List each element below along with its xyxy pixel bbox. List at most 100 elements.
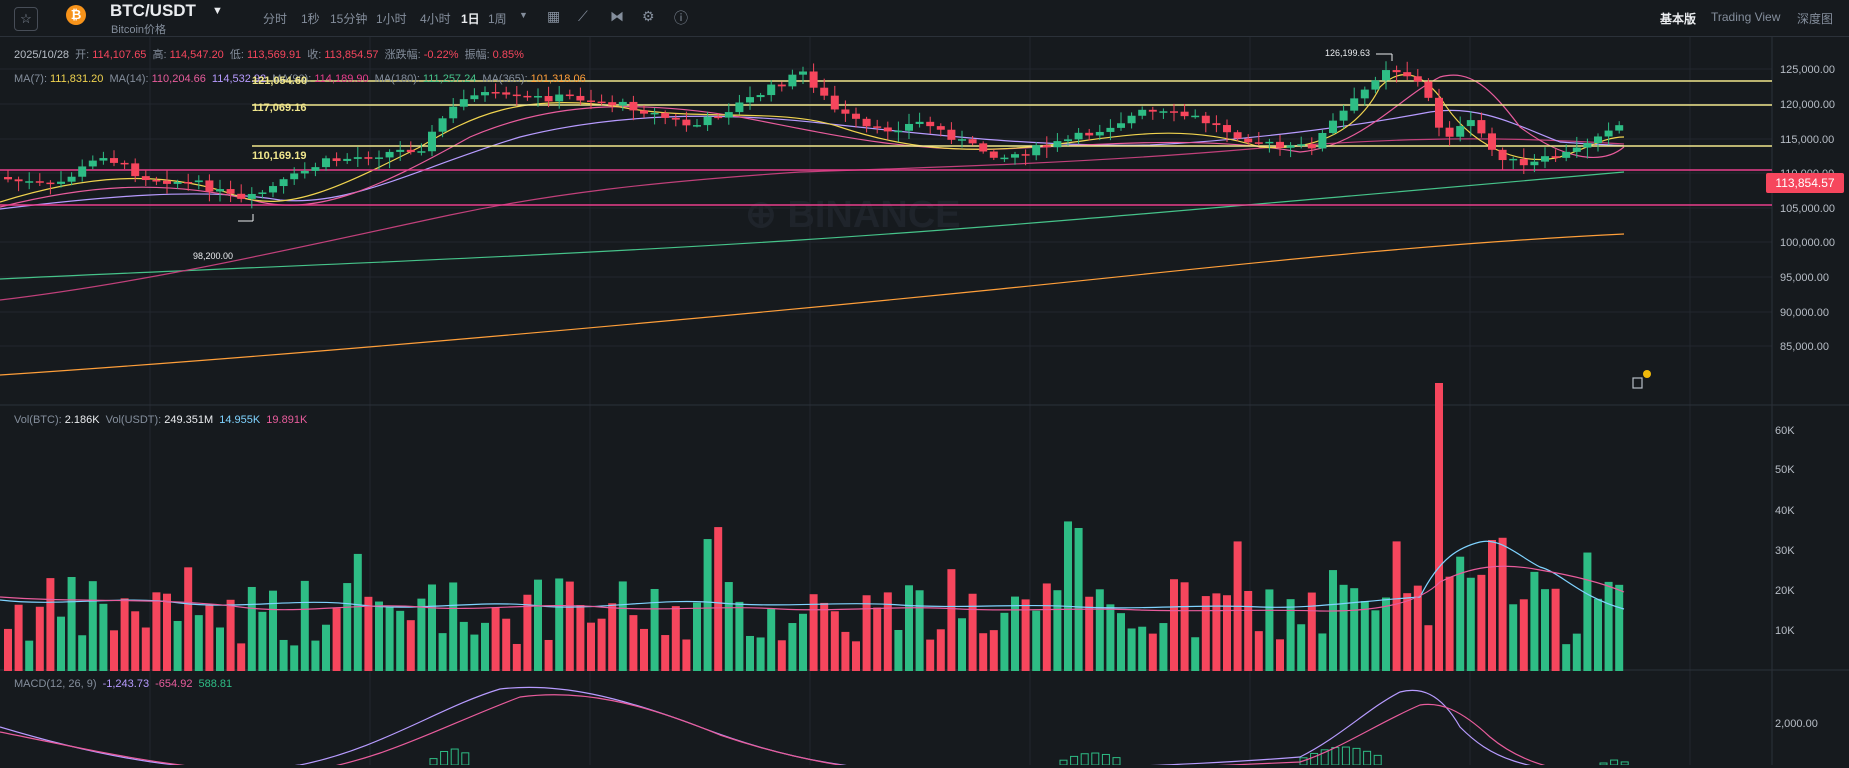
timeframe-tab-1h[interactable]: 1小时 (376, 12, 407, 26)
candle-body (809, 71, 818, 88)
chart-area[interactable]: ⊕ BINANCE 125,000 (0, 37, 1849, 768)
ma365-value: 101,318.06 (530, 73, 586, 85)
timeframe-tab-15m[interactable]: 15分钟 (330, 12, 368, 26)
candle-body (46, 182, 55, 185)
volume-bar (1350, 588, 1359, 671)
volume-bar (936, 629, 945, 671)
candle-body (385, 151, 394, 158)
macd-bar (1352, 747, 1361, 766)
candle-body (852, 113, 860, 119)
ohlc-info: 2025/10/28 开: 114,107.65 高: 114,547.20 低: 1… (14, 46, 527, 62)
volume-bar (1074, 527, 1083, 671)
timeframe-tab-4h[interactable]: 4小时 (420, 12, 451, 26)
macd-label: MACD(12, 26, 9) (14, 678, 97, 690)
volume-bar (1138, 626, 1147, 671)
candle-body (576, 95, 585, 101)
level-label-110169: 110,169.19 (252, 150, 307, 162)
low-annotation: 98,200.00 (193, 251, 234, 261)
candle-body (14, 179, 23, 182)
volume-bar (1011, 596, 1019, 671)
volume-bar (1551, 588, 1560, 671)
macd-bar (461, 752, 470, 766)
volume-bar (905, 585, 913, 671)
timeframe-tab-minute[interactable]: 分时 (263, 12, 288, 26)
timeframe-tab-1w[interactable]: 1周 (488, 12, 507, 26)
timeframe-tab-1s[interactable]: 1秒 (301, 12, 320, 26)
volume-bar (491, 607, 500, 671)
candle-body (1265, 141, 1274, 144)
candle-body (332, 158, 341, 161)
volume-axis-label: 30K (1775, 545, 1795, 557)
top-bar: ☆ ₿ BTC/USDT ▼ Bitcoin价格 分时 1秒 15分钟 1小时 … (0, 0, 1849, 37)
candle-body (1170, 111, 1178, 113)
candle-body (1509, 158, 1518, 161)
volume-bar (650, 588, 659, 671)
candle-body (1392, 70, 1401, 73)
volume-bar (247, 586, 256, 671)
volume-bar (661, 635, 670, 671)
volume-bar (438, 633, 447, 671)
volume-bar (120, 598, 129, 671)
candle-body (671, 117, 680, 120)
volume-bar (746, 635, 754, 671)
more-timeframes-caret-icon[interactable]: ▼ (519, 10, 528, 20)
candle-body (57, 181, 65, 184)
indicator-icon[interactable]: ⧓ (610, 8, 624, 24)
volume-bar (1488, 539, 1496, 671)
pair-dropdown-caret-icon[interactable]: ▼ (212, 5, 223, 17)
candle-body (1276, 141, 1284, 148)
candle-body (756, 95, 765, 98)
favorite-star-icon[interactable]: ☆ (14, 7, 38, 31)
view-tradingview-tab[interactable]: Trading View (1711, 10, 1781, 24)
volume-bar (332, 608, 341, 671)
view-depth-tab[interactable]: 深度图 (1797, 12, 1834, 26)
high-annotation: 126,199.63 (1325, 48, 1371, 58)
candle-body (1477, 120, 1486, 134)
pair-title[interactable]: BTC/USDT (110, 1, 196, 20)
volume-bar (1265, 589, 1274, 671)
last-price-tag: 113,854.57 (1766, 173, 1844, 193)
timeframe-tab-1d[interactable]: 1日 (461, 12, 480, 26)
volume-bar (385, 607, 394, 671)
volume-bar (873, 607, 882, 671)
volume-bar (1254, 631, 1263, 671)
candle-body (491, 92, 500, 94)
macd-bar (1610, 759, 1619, 766)
macd-bar (1080, 753, 1089, 766)
macd-bar (450, 748, 459, 766)
ohlc-close-label: 收: (307, 49, 322, 61)
volume-bar (1572, 633, 1581, 671)
volume-bar (1276, 639, 1284, 671)
pair-subtitle[interactable]: Bitcoin价格 (111, 24, 167, 36)
volume-bar (1445, 576, 1454, 671)
volume-bar (258, 611, 267, 671)
calendar-icon[interactable]: ▦ (547, 8, 561, 24)
info-icon[interactable]: ⓘ (674, 10, 688, 26)
volume-bar (459, 621, 468, 671)
draw-line-icon[interactable]: ⟋ (578, 8, 588, 24)
price-alert-icon[interactable] (1632, 377, 1643, 389)
candle-body (353, 157, 362, 159)
macd-info: MACD(12, 26, 9) -1,243.73 -654.92 588.81 (14, 678, 235, 690)
candle-body (1074, 132, 1083, 140)
volume-bar (1329, 570, 1337, 671)
candle-body (226, 189, 235, 194)
view-basic-tab[interactable]: 基本版 (1660, 12, 1697, 26)
volume-bar (767, 608, 776, 671)
volume-bar (290, 645, 299, 671)
settings-icon[interactable]: ⚙ (642, 8, 655, 24)
volume-bar (470, 634, 479, 671)
ma90-line (0, 138, 1625, 301)
candle-body (4, 177, 12, 180)
chart-canvas[interactable]: ⊕ BINANCE 125,000 (0, 37, 1849, 768)
candle-body (1053, 141, 1062, 148)
volume-bar (915, 590, 924, 671)
candle-body (205, 180, 214, 192)
candle-body (1021, 154, 1030, 156)
candle-body (1286, 145, 1295, 148)
volume-bar (1053, 590, 1062, 671)
ohlc-close: 113,854.57 (324, 49, 379, 61)
volume-bar (1424, 625, 1433, 671)
candle-body (1095, 131, 1104, 136)
ma7-line (0, 74, 1625, 203)
